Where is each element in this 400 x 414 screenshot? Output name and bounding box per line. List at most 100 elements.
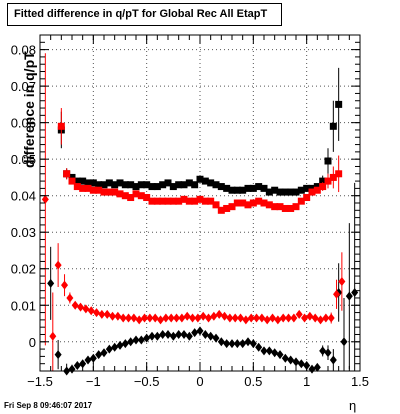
data-point [151,313,159,323]
data-point [201,177,209,185]
data-point [79,184,87,192]
data-point [153,183,161,191]
data-point [322,313,330,323]
grid-lines [40,35,360,371]
y-tick-label: 0.04 [11,189,36,204]
data-point [255,197,263,205]
data-point [159,181,167,189]
data-point [95,181,103,189]
data-point [281,188,289,196]
y-axis-label-box: difference in q/pT [4,38,37,168]
data-point [228,186,236,194]
data-point [103,309,111,319]
data-point [297,186,305,194]
data-point [175,329,183,339]
data-point [185,179,193,187]
data-point [183,311,191,321]
y-tick-label: 0.03 [11,225,36,240]
data-point [239,186,247,194]
series-2 [47,182,359,376]
data-point [66,293,74,303]
data-point [338,277,346,287]
data-point [212,181,220,189]
data-point [255,342,263,352]
data-point [226,313,234,323]
data-point [260,346,268,356]
x-tick-label: 0 [196,374,203,389]
data-point [281,353,289,363]
data-point [345,291,353,301]
data-point [276,203,284,211]
data-point [319,183,327,191]
data-point [180,329,188,339]
data-point [61,280,69,290]
data-point [98,309,106,319]
data-point [175,197,183,205]
data-point [100,188,108,196]
data-point [111,188,119,196]
data-point [164,197,172,205]
y-tick-label: 0 [29,335,36,350]
data-point [185,197,193,205]
data-point [223,204,231,212]
data-point [297,197,305,205]
data-point [340,337,348,347]
data-point [132,335,140,345]
data-point [164,329,172,339]
data-point [249,339,257,349]
data-point [265,346,273,356]
data-point [274,315,282,325]
data-point [231,313,239,323]
data-point [157,315,165,325]
data-point [141,313,149,323]
series-3 [41,53,346,371]
data-point [196,195,204,203]
data-point [71,300,79,310]
y-axis-label: difference in q/pT [21,51,37,168]
x-tick-label: −1 [86,374,101,389]
data-point [335,100,343,108]
data-point [148,183,156,191]
data-point [253,313,261,323]
data-point [49,331,57,341]
data-point [180,181,188,189]
data-point [148,331,156,341]
data-point [287,204,295,212]
data-point [146,313,154,323]
data-point [244,201,252,209]
data-point [201,197,209,205]
data-point [210,311,218,321]
y-tick-label: 0.06 [11,116,36,131]
data-point [217,337,225,347]
data-point [265,201,273,209]
data-point [87,306,95,316]
data-point [47,278,55,288]
data-point [109,311,117,321]
chart-title: Fitted difference in q/pT for Global Rec… [7,3,282,26]
data-point [303,194,311,202]
data-point [242,315,250,325]
data-point [249,199,257,207]
data-point [281,204,289,212]
x-tick-label: 1.5 [351,374,369,389]
y-tick-label: 0.07 [11,79,36,94]
data-point [132,190,140,198]
data-point [95,350,103,360]
data-point [135,315,143,325]
x-tick-label: 0.5 [244,374,262,389]
data-point [269,313,277,323]
data-point [271,186,279,194]
data-point [319,177,327,185]
data-point [279,313,287,323]
data-point [301,313,309,323]
data-point [159,197,167,205]
data-point [233,199,241,207]
data-point [317,315,325,325]
data-point [249,184,257,192]
series-layer [41,53,359,376]
data-point [207,197,215,205]
data-point [233,339,241,349]
data-point [237,313,245,323]
data-point [169,183,177,191]
data-point [164,179,172,187]
